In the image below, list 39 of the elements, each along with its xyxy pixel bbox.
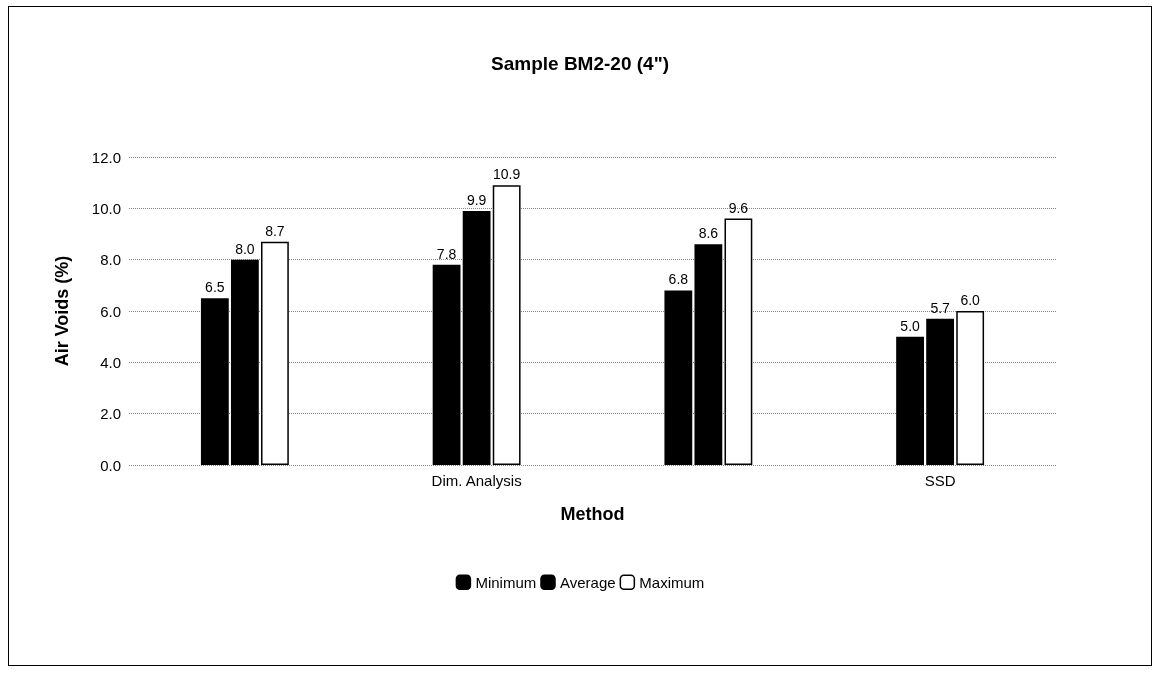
data-label: 6.5	[205, 279, 225, 296]
data-label: 6.8	[668, 271, 689, 288]
bar	[200, 298, 229, 465]
data-label: 5.7	[930, 299, 951, 316]
bar	[694, 244, 723, 465]
chart-title: Sample BM2-20 (4")	[491, 53, 669, 74]
bar	[664, 290, 693, 465]
legend-label: Average	[559, 573, 616, 591]
y-tick-label: 2.0	[100, 405, 121, 423]
data-label: 9.6	[728, 199, 749, 216]
y-tick-label: 6.0	[100, 302, 121, 320]
y-tick-label: 8.0	[100, 251, 121, 269]
data-label: 8.7	[265, 222, 285, 239]
data-label: 10.9	[493, 166, 521, 183]
bar	[956, 311, 985, 465]
y-tick-label: 10.0	[91, 199, 121, 217]
y-tick-label: 12.0	[91, 148, 121, 166]
bar	[462, 210, 491, 465]
bar	[926, 318, 955, 465]
bar	[724, 218, 753, 465]
data-label: 5.0	[900, 317, 921, 334]
y-tick-label: 4.0	[100, 353, 121, 371]
x-axis-title: Method	[560, 504, 625, 524]
data-label: 9.9	[466, 191, 487, 208]
data-label: 7.8	[436, 245, 457, 262]
bar	[432, 264, 461, 465]
bar	[261, 241, 289, 465]
bar	[896, 336, 924, 465]
y-tick-label: 0.0	[100, 456, 121, 474]
bar	[492, 185, 521, 465]
legend-label: Minimum	[475, 573, 537, 591]
data-label: 8.6	[698, 225, 719, 242]
data-label: 8.0	[235, 240, 255, 257]
legend-label: Maximum	[639, 573, 705, 591]
x-tick-label: SSD	[924, 472, 956, 489]
data-label: 6.0	[960, 292, 981, 308]
x-tick-label: Dim. Analysis	[431, 472, 522, 489]
bar	[230, 259, 259, 465]
y-axis-title: Air Voids (%)	[52, 255, 72, 367]
